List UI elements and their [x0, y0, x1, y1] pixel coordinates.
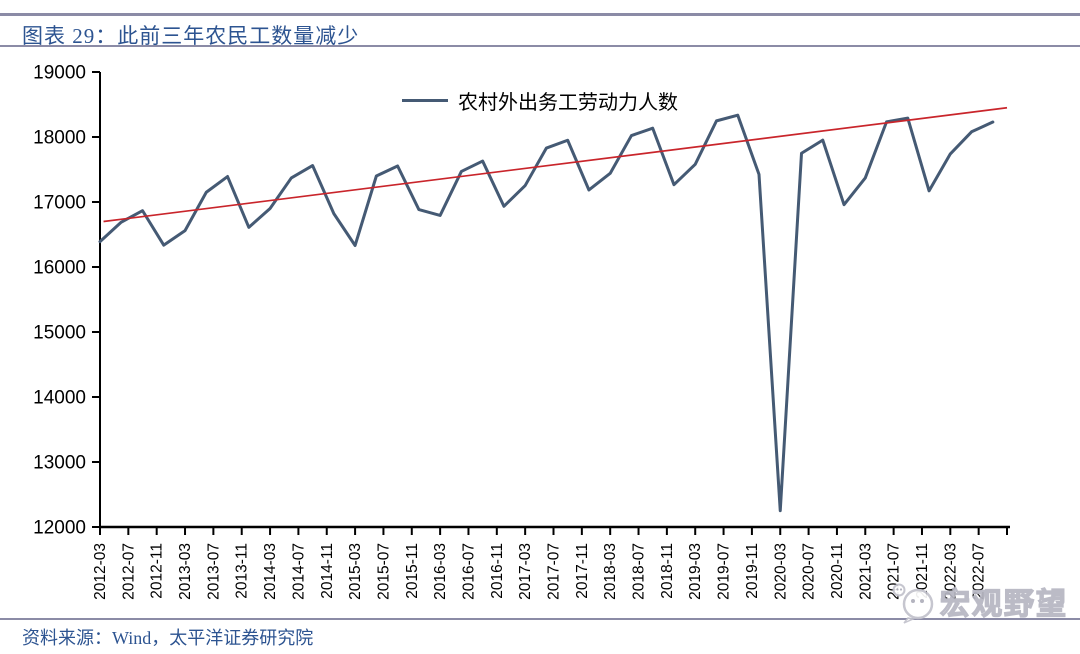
watermark-mascot-icon: [892, 583, 934, 624]
x-tick-label: 2013-03: [177, 543, 194, 600]
y-tick-label: 16000: [33, 258, 86, 279]
axis-lines: [99, 72, 1010, 529]
y-tick-label: 19000: [33, 63, 86, 84]
watermark: 宏观野望: [888, 578, 1068, 624]
y-tick-label: 13000: [33, 453, 86, 474]
x-tick-label: 2013-11: [234, 543, 251, 599]
footer-rule: [0, 618, 1080, 620]
trend-line: [103, 106, 1008, 223]
x-tick-label: 2018-11: [659, 543, 676, 599]
x-tick-label: 2022-07: [971, 543, 988, 600]
x-axis-labels: 2012-03 2012-07 2012-11 2013-03 2013-07 2013-…: [92, 543, 988, 600]
x-tick-label: 2015-07: [375, 543, 392, 600]
legend-label: 农村外出务工劳动力人数: [458, 92, 678, 114]
x-tick-label: 2014-03: [262, 543, 279, 600]
y-tick-label: 14000: [33, 388, 86, 409]
x-tick-label: 2015-03: [347, 543, 364, 600]
x-tick-label: 2012-11: [149, 543, 166, 599]
y-axis-labels: 19000 18000 17000 16000 15000 14000 13000 12000: [33, 63, 86, 539]
chart-legend: 农村外出务工劳动力人数: [402, 86, 678, 115]
x-tick-label: 2016-07: [460, 543, 477, 600]
watermark-text: 宏观野望: [939, 587, 1068, 621]
x-tick-label: 2020-03: [772, 543, 789, 600]
top-rule: [0, 13, 1080, 16]
x-tick-label: 2022-03: [942, 543, 959, 600]
x-tick-label: 2019-11: [744, 543, 761, 599]
y-tick-label: 18000: [33, 128, 86, 149]
x-tick-label: 2012-07: [120, 543, 137, 600]
x-tick-label: 2016-11: [489, 543, 506, 599]
x-tick-label: 2017-11: [574, 543, 591, 599]
source-note: 资料来源：Wind，太平洋证券研究院: [22, 628, 314, 648]
y-tick-label: 17000: [33, 193, 86, 214]
title-underline-rule: [0, 45, 1080, 47]
x-tick-label: 2020-07: [801, 543, 818, 600]
legend-line-sample-icon: [402, 99, 448, 102]
x-tick-label: 2016-03: [432, 543, 449, 600]
y-axis-ticks: [92, 71, 100, 528]
x-tick-label: 2018-03: [602, 543, 619, 600]
series-line: [98, 113, 995, 513]
x-tick-label: 2021-03: [857, 543, 874, 600]
x-tick-label: 2018-07: [631, 543, 648, 600]
x-tick-label: 2015-11: [404, 543, 421, 599]
x-tick-label: 2013-07: [205, 543, 222, 600]
x-tick-label: 2020-11: [829, 543, 846, 599]
x-tick-label: 2021-11: [914, 543, 931, 599]
x-tick-label: 2012-03: [92, 543, 109, 600]
x-tick-label: 2019-07: [716, 543, 733, 600]
x-tick-label: 2014-11: [319, 543, 336, 599]
x-tick-label: 2019-03: [687, 543, 704, 600]
x-tick-label: 2014-07: [290, 543, 307, 600]
x-tick-label: 2017-07: [546, 543, 563, 600]
x-axis-ticks: [99, 527, 1008, 535]
y-tick-label: 15000: [33, 323, 86, 344]
y-tick-label: 12000: [33, 518, 86, 539]
x-tick-label: 2017-03: [517, 543, 534, 600]
figure-title: 图表 29：此前三年农民工数量减少: [22, 24, 360, 48]
